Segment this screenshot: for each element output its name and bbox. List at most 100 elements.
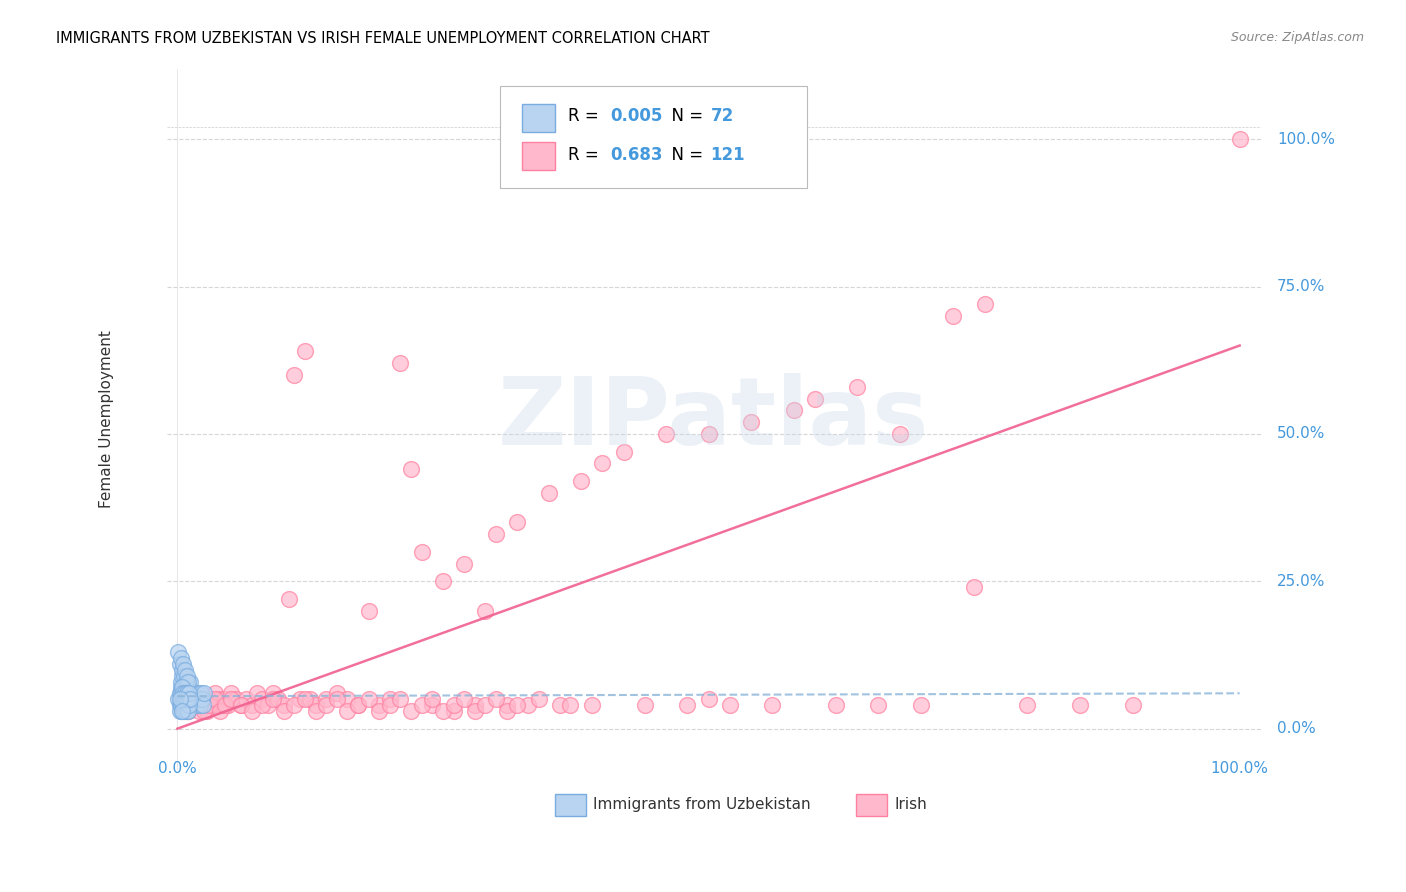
Text: 72: 72 bbox=[710, 107, 734, 125]
Point bbox=[846, 380, 869, 394]
Point bbox=[273, 698, 295, 712]
Point bbox=[173, 668, 195, 682]
Text: ZIPatlas: ZIPatlas bbox=[498, 373, 929, 466]
Point bbox=[170, 663, 193, 677]
Point bbox=[177, 704, 200, 718]
Point bbox=[173, 686, 195, 700]
Point bbox=[193, 704, 215, 718]
Point bbox=[170, 681, 193, 695]
Point bbox=[172, 698, 194, 712]
Point bbox=[516, 698, 538, 712]
Text: Female Unemployment: Female Unemployment bbox=[98, 330, 114, 508]
Point bbox=[676, 698, 699, 712]
Point bbox=[177, 698, 200, 712]
Point bbox=[782, 403, 804, 417]
Point bbox=[181, 692, 204, 706]
Point bbox=[184, 692, 207, 706]
Point bbox=[183, 692, 205, 706]
Point bbox=[172, 657, 194, 671]
Point bbox=[825, 698, 848, 712]
Text: R =: R = bbox=[568, 107, 605, 125]
Point bbox=[1122, 698, 1144, 712]
Point bbox=[1069, 698, 1091, 712]
Point bbox=[464, 698, 486, 712]
Point bbox=[176, 698, 198, 712]
Point bbox=[368, 698, 391, 712]
Point bbox=[581, 698, 603, 712]
Point bbox=[304, 704, 326, 718]
Point bbox=[474, 698, 496, 712]
Point bbox=[204, 686, 226, 700]
Point bbox=[219, 692, 242, 706]
Point bbox=[170, 698, 193, 712]
Point bbox=[173, 692, 195, 706]
Point bbox=[169, 692, 191, 706]
Point bbox=[889, 426, 911, 441]
Point bbox=[172, 663, 194, 677]
Point bbox=[177, 698, 200, 712]
Point bbox=[179, 674, 201, 689]
Point bbox=[180, 698, 202, 712]
Point bbox=[177, 692, 200, 706]
Point bbox=[217, 698, 239, 712]
Point bbox=[357, 692, 380, 706]
Point bbox=[200, 698, 222, 712]
Bar bbox=[523, 142, 555, 170]
Point bbox=[973, 297, 995, 311]
Text: 75.0%: 75.0% bbox=[1277, 279, 1326, 294]
Point bbox=[422, 692, 444, 706]
Text: 121: 121 bbox=[710, 145, 745, 164]
Point bbox=[225, 692, 247, 706]
Point bbox=[170, 704, 193, 718]
Point bbox=[169, 698, 191, 712]
Point bbox=[235, 692, 257, 706]
Point bbox=[389, 692, 412, 706]
Text: N =: N = bbox=[661, 145, 709, 164]
Point bbox=[169, 686, 191, 700]
Point bbox=[527, 692, 550, 706]
Point bbox=[169, 692, 191, 706]
Point bbox=[389, 356, 412, 370]
Point bbox=[256, 698, 278, 712]
Point bbox=[548, 698, 571, 712]
Point bbox=[188, 698, 211, 712]
Point bbox=[172, 692, 194, 706]
Point bbox=[208, 704, 231, 718]
Point bbox=[942, 309, 965, 323]
Point bbox=[422, 698, 444, 712]
Point bbox=[474, 604, 496, 618]
Point bbox=[495, 698, 517, 712]
Point bbox=[177, 692, 200, 706]
Point bbox=[191, 698, 214, 712]
Point bbox=[283, 698, 305, 712]
FancyBboxPatch shape bbox=[501, 86, 807, 187]
Point bbox=[169, 674, 191, 689]
Point bbox=[315, 698, 337, 712]
Point bbox=[273, 704, 295, 718]
Point bbox=[186, 698, 208, 712]
Point bbox=[378, 692, 401, 706]
Point bbox=[176, 686, 198, 700]
Point bbox=[655, 426, 678, 441]
Point bbox=[180, 686, 202, 700]
Point bbox=[183, 698, 205, 712]
Point bbox=[697, 692, 720, 706]
Point bbox=[506, 516, 529, 530]
Point bbox=[432, 704, 454, 718]
Point bbox=[169, 657, 191, 671]
Point bbox=[453, 557, 475, 571]
Point bbox=[868, 698, 890, 712]
Point bbox=[294, 344, 316, 359]
Point bbox=[208, 692, 231, 706]
Point bbox=[231, 698, 253, 712]
Point bbox=[485, 527, 508, 541]
Point bbox=[612, 444, 634, 458]
Point bbox=[172, 681, 194, 695]
Point bbox=[294, 692, 316, 706]
Point bbox=[170, 686, 193, 700]
Point bbox=[177, 686, 200, 700]
Point bbox=[231, 698, 253, 712]
Point bbox=[173, 663, 195, 677]
Point bbox=[174, 692, 197, 706]
Point bbox=[718, 698, 741, 712]
